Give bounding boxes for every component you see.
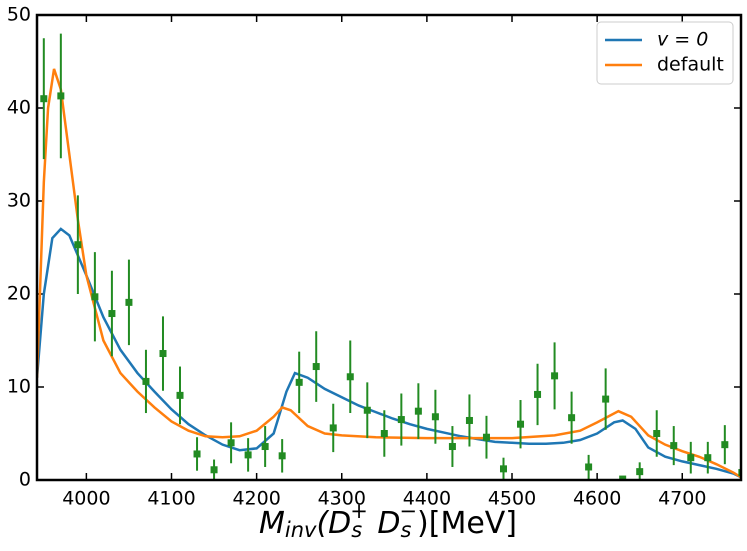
data-point: [636, 468, 644, 476]
data-point: [738, 469, 741, 477]
data-point: [653, 430, 661, 437]
legend-label: v = 0: [657, 29, 708, 51]
data-point: [431, 413, 439, 421]
y-tick-label: 30: [7, 190, 31, 212]
legend-box: [596, 21, 734, 85]
data-point: [142, 377, 150, 385]
data-point: [176, 391, 184, 399]
data-point: [721, 441, 729, 449]
data-point: [517, 420, 525, 428]
x-tick-label: 4400: [403, 488, 451, 510]
data-point: [448, 443, 456, 451]
y-tick-label: 40: [7, 97, 31, 119]
data-point: [329, 424, 337, 432]
y-tick-label: 20: [7, 283, 31, 305]
data-point: [346, 373, 354, 381]
data-point: [534, 390, 542, 398]
data-point: [261, 443, 269, 451]
data-point: [568, 414, 576, 422]
legend-label: default: [657, 54, 724, 76]
data-point: [91, 293, 99, 301]
data-point: [704, 454, 712, 462]
x-tick-label: 4500: [488, 488, 536, 510]
data-point: [244, 451, 252, 459]
y-tick-label: 50: [7, 4, 31, 26]
data-point: [108, 310, 116, 318]
x-axis-label: Minv(Ds+ Ds−)[MeV]: [259, 499, 517, 542]
data-point: [193, 450, 201, 458]
x-tick-label: 4100: [147, 488, 195, 510]
data-point: [57, 92, 65, 100]
data-point: [159, 350, 167, 358]
x-tick-label: 4300: [318, 488, 366, 510]
data-point: [210, 466, 218, 474]
data-point: [125, 298, 133, 306]
data-point: [619, 475, 627, 480]
data-point: [499, 465, 507, 473]
data-point: [74, 241, 82, 249]
data-point: [482, 433, 490, 441]
data-point: [414, 407, 422, 415]
data-point: [687, 454, 695, 462]
data-point: [40, 95, 48, 103]
data-point: [380, 430, 388, 437]
plot-area: [37, 33, 741, 480]
curve: [37, 68, 741, 479]
data-point: [585, 463, 593, 471]
data-point: [602, 395, 610, 403]
y-tick-label: 10: [7, 376, 31, 398]
data-point: [295, 378, 303, 386]
data-point: [278, 452, 286, 460]
data-point: [551, 372, 559, 380]
data-point: [465, 416, 473, 424]
x-tick-label: 4000: [62, 488, 110, 510]
data-point: [670, 442, 678, 450]
y-tick-label: 0: [19, 469, 31, 491]
plot-frame: [35, 13, 743, 482]
data-point: [312, 363, 320, 371]
data-point: [363, 406, 371, 414]
data-point: [227, 439, 235, 447]
curve: [37, 227, 741, 479]
x-tick-label: 4200: [232, 488, 280, 510]
x-tick-label: 4700: [658, 488, 706, 510]
x-tick-label: 4600: [573, 488, 621, 510]
data-point: [397, 416, 405, 424]
